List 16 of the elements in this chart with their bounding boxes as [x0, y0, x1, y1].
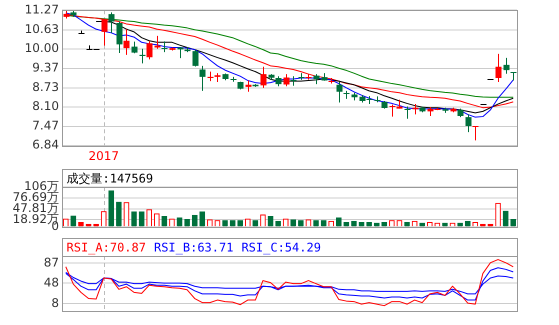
y-tick-label: 10.63 — [24, 22, 59, 36]
y-tick-label: 87 — [44, 255, 59, 270]
y-tick-label: 11.27 — [24, 2, 59, 16]
y-tick-label: 9.37 — [32, 60, 59, 74]
text: RSI_B:63.71 — [154, 240, 234, 255]
y-tick-label: 8.10 — [32, 99, 59, 114]
chart-title: 成交量:147569 — [66, 172, 154, 186]
y-tick-label: 10.00 — [24, 41, 59, 56]
series-label: RSI_A:70.87 — [66, 240, 146, 255]
x-tick-label: 2017 — [88, 148, 119, 163]
y-tick-label: 7.47 — [32, 118, 59, 132]
y-tick-label: 6.84 — [32, 138, 59, 152]
text: RSI_C:54.29 — [241, 240, 321, 255]
y-tick-label: 48 — [44, 275, 59, 290]
y-tick-label: 8 — [51, 296, 59, 310]
y-tick-label: 8.73 — [32, 80, 59, 94]
